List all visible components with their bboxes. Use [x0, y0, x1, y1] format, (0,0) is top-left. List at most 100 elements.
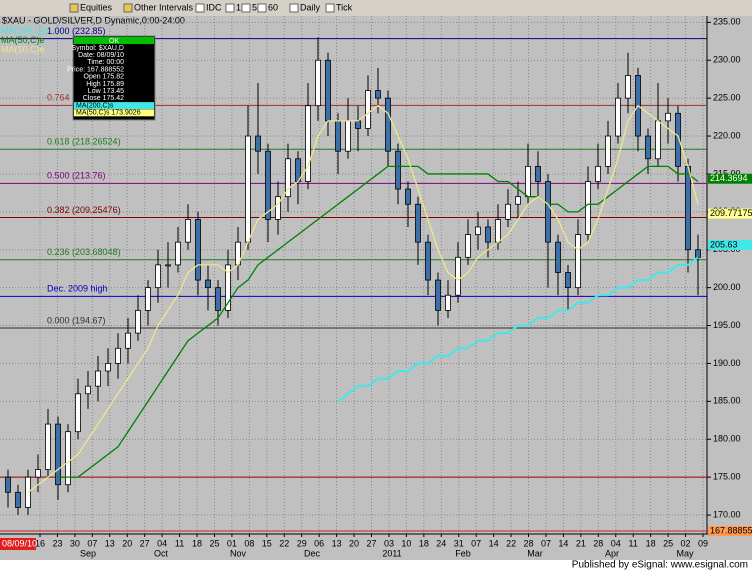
x-tick-label: 14 [558, 538, 568, 548]
x-tick-label: 25 [663, 538, 673, 548]
candle-body [415, 203, 421, 243]
candle-body [65, 431, 71, 486]
candle-body [265, 150, 271, 220]
candle-body [435, 279, 441, 311]
candle-body [285, 158, 291, 198]
toolbar-item[interactable]: Equities [80, 2, 113, 12]
candle-body [5, 476, 11, 493]
toolbar-item[interactable]: IDC [206, 2, 222, 12]
toolbar-icon [325, 3, 335, 13]
month-label: Oct [154, 548, 169, 558]
month-label: Feb [455, 548, 471, 558]
candle-body [375, 90, 381, 99]
candle-body [445, 294, 451, 311]
x-tick-label: 08 [244, 538, 254, 548]
candle-body [405, 188, 411, 205]
toolbar-item[interactable]: 5 [252, 2, 257, 12]
toolbar-icon [69, 3, 79, 13]
x-tick-label: 18 [419, 538, 429, 548]
candle-body [335, 120, 341, 152]
info-line: Price: 167.888552 [67, 66, 124, 73]
candle-body [85, 385, 91, 395]
candle-body [355, 120, 361, 129]
level-label: Dec. 2009 high [47, 284, 108, 294]
y-tick-label: 170.00 [713, 509, 741, 519]
candle-body [255, 135, 261, 152]
candle-body [565, 272, 571, 289]
candle-body [35, 469, 41, 478]
x-tick-label: 25 [209, 538, 219, 548]
candle-body [515, 196, 521, 205]
candle-body [695, 249, 701, 258]
candle-body [155, 264, 161, 289]
info-line: High 175.89 [86, 81, 124, 88]
candle-body [75, 393, 81, 433]
y-tick-label: 235.00 [713, 17, 741, 27]
candle-body [275, 196, 281, 220]
x-tick-label: 24 [436, 538, 446, 548]
candle-body [325, 59, 331, 122]
candle-body [505, 203, 511, 220]
toolbar-icon [289, 3, 299, 13]
x-tick-label: 20 [349, 538, 359, 548]
candle-body [95, 370, 101, 387]
x-tick-label: 29 [297, 538, 307, 548]
y-tick-label: 230.00 [713, 55, 741, 65]
price-tag-bg [708, 173, 752, 184]
candle-body [15, 491, 21, 508]
level-label: 0.500 (213.76) [47, 171, 106, 181]
toolbar-item[interactable]: Daily [300, 2, 321, 12]
x-tick-label: 01 [227, 538, 237, 548]
candle-body [55, 423, 61, 486]
candle-body [675, 112, 681, 167]
toolbar-item[interactable]: Other Intervals [134, 2, 194, 12]
candle-body [115, 347, 121, 364]
info-line: MA(200,C)s [76, 102, 114, 109]
footer: Published by eSignal: www.esignal.com [572, 560, 748, 571]
x-tick-label: 23 [52, 538, 62, 548]
x-tick-label: 28 [524, 538, 534, 548]
candle-body [205, 279, 211, 289]
y-tick-label: 190.00 [713, 358, 741, 368]
candle-body [345, 120, 351, 152]
info-line: Date: 08/09/10 [78, 52, 124, 59]
toolbar-icon [241, 3, 251, 13]
y-tick-label: 220.00 [713, 130, 741, 140]
x-tick-label: 09 [698, 538, 708, 548]
candle-body [475, 226, 481, 235]
x-tick-label: 16 [35, 538, 45, 548]
ma-line [337, 256, 699, 403]
y-tick-label: 215.00 [713, 168, 741, 178]
y-tick-label: 225.00 [713, 93, 741, 103]
toolbar-bg [0, 0, 752, 16]
info-header: OK [109, 38, 119, 45]
month-label: Mar [527, 548, 543, 558]
price-tag: 167.888552 [710, 525, 752, 535]
toolbar-item[interactable]: 60 [268, 2, 278, 12]
month-label: Sep [80, 548, 96, 558]
toolbar-item[interactable]: Tick [336, 2, 353, 12]
info-header-bg [74, 37, 154, 44]
x-tick-label: 13 [105, 538, 115, 548]
price-tag: 214.3694 [710, 173, 748, 183]
toolbar-item[interactable]: 1 [236, 2, 241, 12]
candle-body [605, 135, 611, 167]
info-line: Low 173.45 [88, 88, 124, 95]
x-tick-label: 11 [629, 538, 638, 548]
ma-legend: MA(200,C)s [1, 25, 50, 35]
chart-title: $XAU - GOLD/SILVER,D Dynamic,0:00-24:00 [2, 15, 185, 25]
x-tick-label: 10 [401, 538, 411, 548]
x-tick-label: 04 [157, 538, 167, 548]
price-tag-bg [708, 526, 752, 537]
toolbar-icon [257, 3, 267, 13]
x-tick-label: 07 [87, 538, 97, 548]
y-tick-label: 175.00 [713, 472, 741, 482]
ma-legend: MA(10,C)e [1, 44, 45, 54]
level-label: 0.764 [47, 93, 70, 103]
y-tick-label: 195.00 [713, 320, 741, 330]
info-row-bg [74, 109, 154, 117]
footer-bg [0, 560, 752, 572]
info-line: MA(50,C)s 173.9026 [76, 110, 141, 117]
candle-body [135, 309, 141, 334]
level-label: 0.236 (203.68048) [47, 247, 121, 257]
